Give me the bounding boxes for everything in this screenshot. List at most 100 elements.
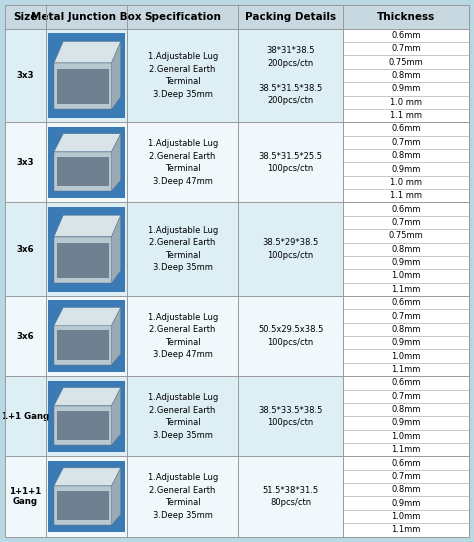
Text: 0.7mm: 0.7mm bbox=[392, 138, 421, 147]
Polygon shape bbox=[54, 134, 121, 152]
Text: 0.75mm: 0.75mm bbox=[389, 231, 423, 240]
Polygon shape bbox=[111, 42, 121, 109]
Polygon shape bbox=[54, 468, 121, 486]
Polygon shape bbox=[54, 42, 121, 63]
Text: 1.0 mm: 1.0 mm bbox=[390, 98, 422, 107]
Text: 1.Adjustable Lug
2.General Earth
Terminal
3.Deep 35mm: 1.Adjustable Lug 2.General Earth Termina… bbox=[147, 393, 218, 440]
Text: Metal Junction Box: Metal Junction Box bbox=[31, 12, 142, 22]
Bar bbox=[54, 63, 111, 109]
Text: 1.Adjustable Lug
2.General Earth
Terminal
3.Deep 35mm: 1.Adjustable Lug 2.General Earth Termina… bbox=[147, 473, 218, 520]
Text: 0.6mm: 0.6mm bbox=[392, 125, 421, 133]
Text: 38.5*33.5*38.5
100pcs/ctn: 38.5*33.5*38.5 100pcs/ctn bbox=[258, 405, 323, 427]
Text: 1.1mm: 1.1mm bbox=[392, 445, 421, 454]
Bar bbox=[343, 456, 469, 537]
Bar bbox=[5, 456, 343, 537]
Bar bbox=[48, 207, 125, 292]
Bar bbox=[48, 300, 125, 372]
Polygon shape bbox=[111, 388, 121, 445]
Text: 38.5*29*38.5
100pcs/ctn: 38.5*29*38.5 100pcs/ctn bbox=[263, 238, 319, 260]
Polygon shape bbox=[111, 215, 121, 283]
Text: 0.6mm: 0.6mm bbox=[392, 298, 421, 307]
Bar bbox=[57, 411, 109, 440]
Text: 3x3: 3x3 bbox=[17, 71, 34, 80]
Bar bbox=[48, 461, 125, 532]
Text: Size: Size bbox=[13, 12, 37, 22]
Text: 0.6mm: 0.6mm bbox=[392, 459, 421, 468]
Text: Packing Details: Packing Details bbox=[245, 12, 336, 22]
Text: 0.7mm: 0.7mm bbox=[392, 472, 421, 481]
Polygon shape bbox=[111, 468, 121, 525]
Polygon shape bbox=[54, 388, 121, 405]
Text: 1.0mm: 1.0mm bbox=[392, 352, 421, 360]
Text: 3x3: 3x3 bbox=[17, 158, 34, 167]
Bar bbox=[57, 157, 109, 186]
Text: 3x6: 3x6 bbox=[17, 332, 34, 340]
Text: 1.0mm: 1.0mm bbox=[392, 272, 421, 280]
Bar bbox=[343, 296, 469, 376]
Text: 0.7mm: 0.7mm bbox=[392, 312, 421, 320]
Text: 0.8mm: 0.8mm bbox=[392, 485, 421, 494]
Text: 0.8mm: 0.8mm bbox=[392, 151, 421, 160]
Bar bbox=[343, 29, 469, 122]
Text: 0.8mm: 0.8mm bbox=[392, 245, 421, 254]
Bar bbox=[54, 486, 111, 525]
Text: 1.1 mm: 1.1 mm bbox=[390, 191, 422, 201]
Bar bbox=[5, 29, 343, 122]
Text: 0.9mm: 0.9mm bbox=[392, 258, 421, 267]
Text: 50.5x29.5x38.5
100pcs/ctn: 50.5x29.5x38.5 100pcs/ctn bbox=[258, 325, 323, 347]
Text: 1.1mm: 1.1mm bbox=[392, 365, 421, 374]
Text: 1+1+1
Gang: 1+1+1 Gang bbox=[9, 487, 41, 506]
Bar bbox=[54, 325, 111, 365]
Text: 1.Adjustable Lug
2.General Earth
Terminal
3.Deep 47mm: 1.Adjustable Lug 2.General Earth Termina… bbox=[147, 313, 218, 359]
Text: 0.8mm: 0.8mm bbox=[392, 325, 421, 334]
Text: 1.0mm: 1.0mm bbox=[392, 512, 421, 521]
Text: 38.5*31.5*25.5
100pcs/ctn: 38.5*31.5*25.5 100pcs/ctn bbox=[259, 152, 323, 173]
Text: 1.0 mm: 1.0 mm bbox=[390, 178, 422, 187]
Text: 38*31*38.5
200pcs/ctn

38.5*31.5*38.5
200pcs/ctn: 38*31*38.5 200pcs/ctn 38.5*31.5*38.5 200… bbox=[258, 46, 323, 105]
Text: 1.Adjustable Lug
2.General Earth
Terminal
3.Deep 47mm: 1.Adjustable Lug 2.General Earth Termina… bbox=[147, 139, 218, 185]
Bar bbox=[54, 152, 111, 191]
Text: 1.1mm: 1.1mm bbox=[392, 285, 421, 294]
Bar bbox=[5, 376, 343, 456]
Bar bbox=[5, 203, 343, 296]
Bar bbox=[343, 203, 469, 296]
Text: 1.1mm: 1.1mm bbox=[392, 525, 421, 534]
Text: Specification: Specification bbox=[144, 12, 221, 22]
Bar bbox=[54, 236, 111, 283]
Text: 1.0mm: 1.0mm bbox=[392, 432, 421, 441]
Text: 0.8mm: 0.8mm bbox=[392, 405, 421, 414]
Bar bbox=[48, 380, 125, 452]
Bar bbox=[54, 405, 111, 445]
Polygon shape bbox=[54, 215, 121, 236]
Text: 0.6mm: 0.6mm bbox=[392, 205, 421, 214]
Text: 0.9mm: 0.9mm bbox=[392, 499, 421, 508]
Bar bbox=[57, 491, 109, 520]
Bar bbox=[5, 296, 343, 376]
Text: 51.5*38*31.5
80pcs/ctn: 51.5*38*31.5 80pcs/ctn bbox=[263, 486, 319, 507]
Text: 0.6mm: 0.6mm bbox=[392, 31, 421, 40]
Bar bbox=[57, 69, 109, 104]
Text: 0.8mm: 0.8mm bbox=[392, 71, 421, 80]
Bar bbox=[343, 122, 469, 203]
Bar bbox=[48, 127, 125, 198]
Text: 0.7mm: 0.7mm bbox=[392, 218, 421, 227]
Bar bbox=[57, 243, 109, 278]
Text: 1.Adjustable Lug
2.General Earth
Terminal
3.Deep 35mm: 1.Adjustable Lug 2.General Earth Termina… bbox=[147, 226, 218, 273]
Bar bbox=[343, 376, 469, 456]
Text: 0.7mm: 0.7mm bbox=[392, 44, 421, 53]
Text: 0.9mm: 0.9mm bbox=[392, 165, 421, 173]
Text: 1+1 Gang: 1+1 Gang bbox=[1, 412, 49, 421]
Polygon shape bbox=[111, 134, 121, 191]
Text: 0.7mm: 0.7mm bbox=[392, 392, 421, 401]
Text: Thickness: Thickness bbox=[377, 12, 435, 22]
Text: 1.1 mm: 1.1 mm bbox=[390, 111, 422, 120]
Bar bbox=[5, 5, 469, 29]
Text: 0.75mm: 0.75mm bbox=[389, 57, 423, 67]
Bar bbox=[48, 33, 125, 118]
Bar bbox=[57, 331, 109, 360]
Bar bbox=[5, 122, 343, 203]
Text: 3x6: 3x6 bbox=[17, 245, 34, 254]
Polygon shape bbox=[111, 307, 121, 365]
Text: 0.9mm: 0.9mm bbox=[392, 338, 421, 347]
Text: 0.9mm: 0.9mm bbox=[392, 418, 421, 428]
